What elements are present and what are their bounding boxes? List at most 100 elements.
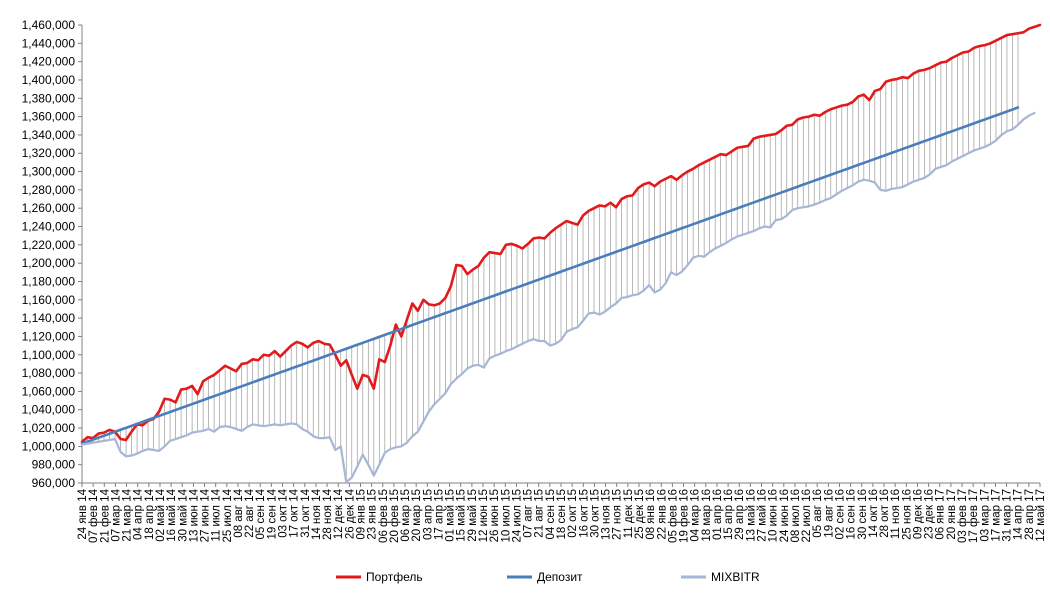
y-axis: 960,000 980,000 1,000,000 1,020,000 1,040,00… <box>22 18 83 490</box>
x-tick-label: 17 окт 14 <box>289 488 301 537</box>
x-tick-label: 15 май 15 <box>456 489 468 542</box>
series-lines <box>80 23 1042 484</box>
y-tick-label: 1,080,000 <box>22 366 76 380</box>
x-tick-label: 30 окт 15 <box>589 489 601 538</box>
series-line <box>80 23 1042 444</box>
y-tick-label: 1,160,000 <box>22 293 76 307</box>
x-tick-label: 20 фев 15 <box>389 489 401 543</box>
x-tick-label: 03 мар 17 <box>979 489 991 542</box>
x-axis: 24 янв 14 07 фев 14 21 фев 14 07 мар 14 21 м… <box>77 482 1047 543</box>
y-tick-label: 1,240,000 <box>22 220 76 234</box>
y-tick-label: 1,200,000 <box>22 256 76 270</box>
x-tick-label: 09 янв 15 <box>355 489 367 540</box>
x-tick-label: 18 сен 15 <box>556 489 568 539</box>
x-tick-label: 05 авг 16 <box>812 489 824 538</box>
x-tick-label: 25 ноя 16 <box>901 489 913 540</box>
x-tick-label: 24 июл 15 <box>511 489 523 542</box>
x-tick-label: 17 мар 17 <box>990 489 1002 542</box>
x-tick-label: 26 июн 15 <box>489 489 501 542</box>
x-tick-label: 11 июл 14 <box>211 488 223 541</box>
x-tick-label: 29 май 15 <box>467 489 479 542</box>
x-tick-label: 18 мар 16 <box>701 489 713 542</box>
x-tick-label: 30 май 14 <box>177 488 189 541</box>
x-tick-label: 10 июн 16 <box>768 489 780 542</box>
x-tick-label: 08 янв 16 <box>645 489 657 540</box>
x-tick-label: 16 сен 16 <box>846 489 858 539</box>
x-tick-label: 05 сен 14 <box>255 488 267 539</box>
x-tick-label: 10 июл 15 <box>500 489 512 542</box>
x-tick-label: 05 фев 16 <box>667 489 679 543</box>
x-tick-label: 24 июн 16 <box>779 489 791 542</box>
x-tick-label: 27 май 16 <box>757 489 769 542</box>
x-tick-label: 28 апр 17 <box>1024 489 1036 540</box>
x-tick-label: 20 янв 17 <box>946 489 958 540</box>
x-tick-label: 03 окт 14 <box>278 488 290 537</box>
legend-label: Портфель <box>366 570 423 584</box>
x-tick-label: 18 апр 14 <box>144 488 156 540</box>
y-tick-label: 1,000,000 <box>22 439 76 453</box>
x-tick-label: 04 апр 14 <box>133 488 145 540</box>
x-tick-label: 21 мар 14 <box>122 488 134 541</box>
x-tick-label: 02 май 14 <box>155 488 167 541</box>
x-tick-label: 25 июл 14 <box>222 488 234 542</box>
x-tick-label: 07 мар 14 <box>110 488 122 541</box>
x-tick-label: 24 янв 14 <box>77 488 89 539</box>
x-tick-label: 22 июл 16 <box>801 489 813 542</box>
x-tick-label: 13 ноя 15 <box>601 489 613 540</box>
x-tick-label: 28 окт 16 <box>879 489 891 538</box>
y-tick-label: 1,060,000 <box>22 384 76 398</box>
x-tick-label: 04 мар 16 <box>690 489 702 542</box>
x-tick-label: 07 авг 15 <box>523 489 535 538</box>
y-tick-label: 1,140,000 <box>22 311 76 325</box>
y-tick-label: 1,120,000 <box>22 329 76 343</box>
y-tick-label: 1,460,000 <box>22 18 76 32</box>
x-tick-label: 08 июл 16 <box>790 489 802 542</box>
x-tick-label: 02 сен 16 <box>834 489 846 539</box>
x-tick-label: 11 дек 15 <box>623 489 635 538</box>
x-tick-label: 22 авг 14 <box>244 488 256 537</box>
x-tick-label: 25 дек 15 <box>634 489 646 539</box>
y-tick-label: 1,360,000 <box>22 110 76 124</box>
x-tick-label: 14 ноя 14 <box>311 488 323 540</box>
x-tick-label: 12 май 17 <box>1035 489 1047 542</box>
y-tick-label: 1,280,000 <box>22 183 76 197</box>
x-tick-label: 09 дек 16 <box>912 489 924 539</box>
x-tick-label: 01 апр 16 <box>712 489 724 540</box>
y-tick-label: 1,260,000 <box>22 201 76 215</box>
x-tick-label: 20 мар 15 <box>411 489 423 542</box>
x-tick-label: 15 апр 16 <box>723 489 735 540</box>
x-tick-label: 03 апр 15 <box>422 489 434 540</box>
x-tick-label: 19 авг 16 <box>823 489 835 538</box>
x-tick-label: 06 фев 15 <box>378 489 390 543</box>
x-tick-label: 01 май 15 <box>445 489 457 542</box>
y-tick-label: 1,400,000 <box>22 73 76 87</box>
x-tick-label: 03 фев 17 <box>957 489 969 543</box>
x-tick-label: 21 авг 15 <box>534 489 546 538</box>
x-tick-label: 31 окт 14 <box>300 488 312 537</box>
x-tick-label: 06 янв 17 <box>935 489 947 540</box>
x-tick-label: 14 апр 17 <box>1013 489 1025 540</box>
y-tick-label: 1,220,000 <box>22 238 76 252</box>
x-tick-label: 11 ноя 16 <box>890 489 902 539</box>
x-tick-label: 21 фев 14 <box>99 488 111 543</box>
x-tick-label: 06 мар 15 <box>400 489 412 542</box>
x-tick-label: 28 ноя 14 <box>322 488 334 540</box>
x-tick-label: 12 дек 14 <box>333 488 345 539</box>
y-tick-label: 1,180,000 <box>22 274 76 288</box>
x-tick-label: 14 окт 16 <box>868 489 880 538</box>
x-tick-label: 19 сен 14 <box>266 488 278 539</box>
series-line <box>80 111 1036 484</box>
x-tick-label: 27 ноя 15 <box>612 489 624 540</box>
x-tick-label: 23 янв 15 <box>367 489 379 540</box>
y-tick-label: 1,440,000 <box>22 36 76 50</box>
x-tick-label: 31 мар 17 <box>1002 489 1014 542</box>
x-tick-label: 13 июн 14 <box>188 488 200 542</box>
x-tick-label: 22 янв 16 <box>656 489 668 540</box>
x-tick-label: 26 дек 14 <box>344 488 356 539</box>
y-tick-label: 1,380,000 <box>22 91 76 105</box>
legend: Портфель Депозит MIXBITR <box>336 570 760 584</box>
y-tick-label: 980,000 <box>32 458 76 472</box>
x-tick-label: 19 фев 16 <box>679 489 691 543</box>
